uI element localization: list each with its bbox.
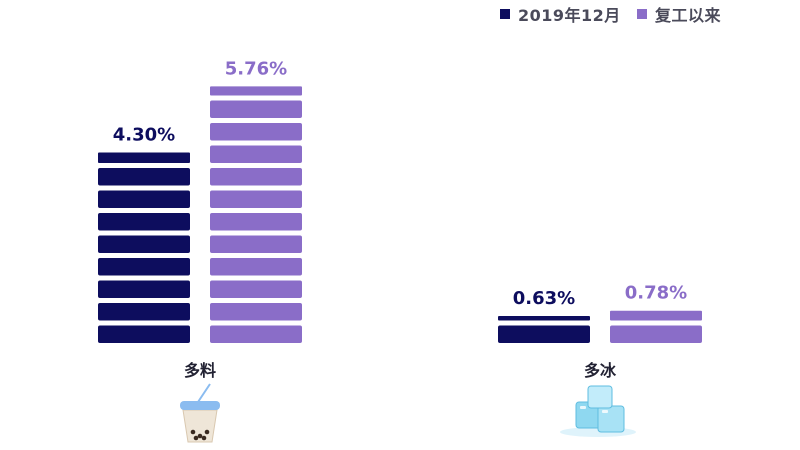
ice-cubes-icon <box>560 385 636 437</box>
category-label-2: 多冰 <box>584 361 617 380</box>
bar-segment-1-1 <box>98 258 190 276</box>
tapioca-pearl <box>190 429 196 435</box>
bar-segment-1-2 <box>210 280 302 298</box>
bar-segment-2-2 <box>610 325 702 343</box>
bar-segment-1-2 <box>210 100 302 118</box>
bar-segment-1-2 <box>210 190 302 208</box>
tapioca-pearl <box>197 433 203 439</box>
bar-segment-1-1 <box>98 325 190 343</box>
ice-cube <box>587 385 613 409</box>
legend-item-series-1: 2019年12月 <box>500 4 621 25</box>
ice-highlight <box>602 410 608 413</box>
cup-straw <box>197 383 211 403</box>
tapioca-pearl <box>193 435 199 441</box>
bar-segment-1-1 <box>98 235 190 253</box>
bar-segment-partial-1-2 <box>210 86 302 96</box>
bar-segment-1-1 <box>98 303 190 321</box>
data-label-1-2: 5.76% <box>225 58 287 79</box>
bar-segment-1-2 <box>210 213 302 231</box>
legend-swatch-series-1 <box>500 9 510 19</box>
bar-segment-1-2 <box>210 258 302 276</box>
data-label-2-2: 0.78% <box>625 283 687 304</box>
cup-lid <box>180 401 220 410</box>
bar-segment-1-1 <box>98 213 190 231</box>
bar-segment-2-1 <box>498 325 590 343</box>
bar-segment-1-1 <box>98 280 190 298</box>
ice-highlight <box>580 406 586 409</box>
tapioca-pearl <box>204 429 210 435</box>
category-label-1: 多料 <box>184 361 216 380</box>
bar-segment-1-2 <box>210 325 302 343</box>
legend-label-series-1: 2019年12月 <box>518 6 621 25</box>
legend-item-series-2: 复工以来 <box>637 4 722 25</box>
bar-segment-1-2 <box>210 303 302 321</box>
bar-segment-1-2 <box>210 145 302 163</box>
bar-segment-partial-2-2 <box>610 310 702 321</box>
bar-segment-partial-2-1 <box>498 315 590 321</box>
bar-segment-1-1 <box>98 190 190 208</box>
bar-segment-1-1 <box>98 168 190 186</box>
data-label-2-1: 0.63% <box>513 288 575 309</box>
bar-segment-1-2 <box>210 235 302 253</box>
legend-label-series-2: 复工以来 <box>655 6 722 25</box>
bar-segment-1-2 <box>210 123 302 141</box>
tapioca-pearl <box>201 435 207 441</box>
bubble-tea-icon <box>180 383 220 443</box>
bar-segment-1-2 <box>210 168 302 186</box>
ice-cube <box>597 405 625 433</box>
data-label-1-1: 4.30% <box>113 125 175 146</box>
legend-swatch-series-2 <box>637 9 647 19</box>
bar-segment-partial-1-1 <box>98 152 190 163</box>
